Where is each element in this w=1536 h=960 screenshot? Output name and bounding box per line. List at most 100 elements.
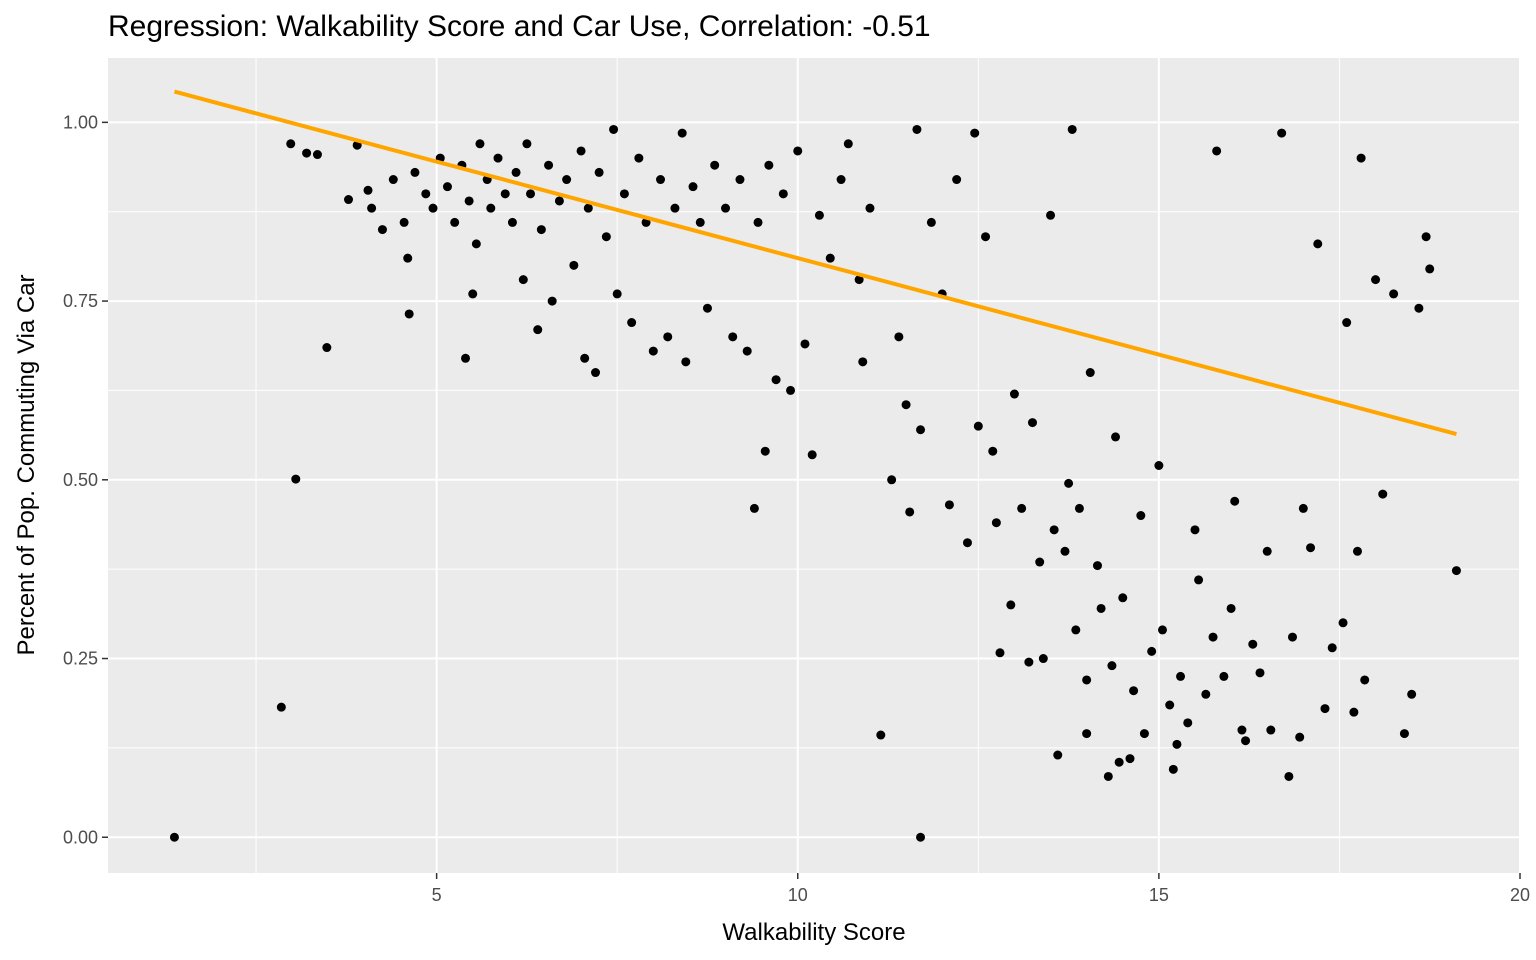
data-point	[1103, 771, 1113, 781]
data-point	[1219, 671, 1229, 681]
data-point	[363, 185, 373, 195]
data-point	[442, 182, 452, 192]
data-point	[663, 332, 673, 342]
data-point	[710, 160, 720, 170]
data-point	[1017, 503, 1027, 513]
data-point	[634, 153, 644, 163]
data-point	[1255, 668, 1265, 678]
data-point	[786, 385, 796, 395]
data-point	[547, 296, 557, 306]
data-point	[1194, 575, 1204, 585]
data-point	[1349, 707, 1359, 717]
data-point	[403, 253, 413, 263]
data-point	[536, 225, 546, 235]
data-point	[1360, 675, 1370, 685]
data-point	[475, 139, 485, 149]
data-point	[656, 175, 666, 185]
data-point	[1313, 239, 1323, 249]
data-point	[1154, 461, 1164, 470]
data-point	[1237, 725, 1247, 735]
data-point	[1147, 646, 1157, 656]
data-point	[764, 160, 774, 170]
data-point	[1085, 368, 1095, 378]
data-point	[580, 353, 590, 363]
data-point	[887, 475, 897, 485]
data-point	[702, 303, 712, 313]
data-point	[471, 239, 481, 249]
data-point	[518, 275, 528, 285]
data-point	[916, 425, 926, 435]
data-point	[1009, 389, 1019, 399]
data-point	[721, 203, 731, 213]
data-point	[735, 175, 745, 185]
data-point	[276, 702, 286, 712]
data-point	[695, 217, 705, 227]
data-point	[1165, 700, 1175, 710]
data-point	[1114, 757, 1124, 767]
data-point	[1027, 418, 1037, 428]
data-point	[1295, 732, 1305, 742]
data-point	[894, 332, 904, 342]
data-point	[421, 189, 431, 199]
data-point	[344, 195, 354, 205]
data-point	[1208, 632, 1218, 642]
y-tick-label: 0.75	[63, 291, 98, 311]
data-point	[291, 474, 301, 484]
y-tick-label: 0.25	[63, 649, 98, 669]
data-point	[1139, 729, 1149, 739]
data-point	[854, 275, 864, 285]
data-point	[377, 225, 387, 235]
data-point	[410, 167, 420, 177]
data-point	[507, 217, 517, 227]
data-point	[1035, 557, 1045, 567]
data-point	[562, 175, 572, 185]
data-point	[876, 730, 886, 740]
data-point	[322, 343, 332, 353]
data-point	[1046, 210, 1056, 220]
data-point	[1306, 543, 1316, 553]
data-point	[901, 400, 911, 410]
data-point	[464, 196, 474, 206]
data-point	[1111, 432, 1121, 442]
x-tick-label: 10	[788, 885, 808, 905]
data-point	[1168, 764, 1178, 774]
data-point	[583, 203, 593, 213]
data-point	[800, 339, 810, 349]
data-point	[1053, 750, 1063, 760]
data-point	[1241, 736, 1251, 746]
data-point	[526, 189, 536, 199]
data-point	[1092, 561, 1102, 571]
data-point	[1226, 603, 1236, 613]
data-point	[1356, 153, 1366, 163]
data-point	[399, 217, 409, 227]
data-point	[1414, 303, 1424, 313]
data-point	[1067, 124, 1077, 134]
chart-title: Regression: Walkability Score and Car Us…	[108, 10, 931, 43]
data-point	[1060, 546, 1070, 556]
data-point	[670, 203, 680, 213]
data-point	[1298, 503, 1308, 513]
data-point	[486, 203, 496, 213]
data-point	[1125, 754, 1135, 764]
regression-line	[173, 89, 1457, 436]
data-point	[814, 210, 824, 220]
data-point	[962, 538, 972, 548]
data-point	[511, 167, 521, 177]
x-tick-label: 20	[1510, 885, 1530, 905]
x-tick-label: 15	[1149, 885, 1169, 905]
data-point	[1277, 128, 1287, 138]
data-point	[312, 150, 322, 160]
data-point	[778, 189, 788, 199]
data-point	[428, 203, 438, 213]
data-point	[1183, 718, 1193, 728]
data-point	[404, 309, 414, 319]
data-point	[905, 507, 915, 517]
data-point	[1129, 686, 1139, 696]
data-point	[1399, 729, 1409, 739]
x-axis: 5 10 15 20	[432, 873, 1530, 905]
data-point	[1006, 600, 1016, 610]
x-tick-label: 5	[432, 885, 442, 905]
data-point	[302, 148, 312, 158]
data-point	[1082, 729, 1092, 739]
